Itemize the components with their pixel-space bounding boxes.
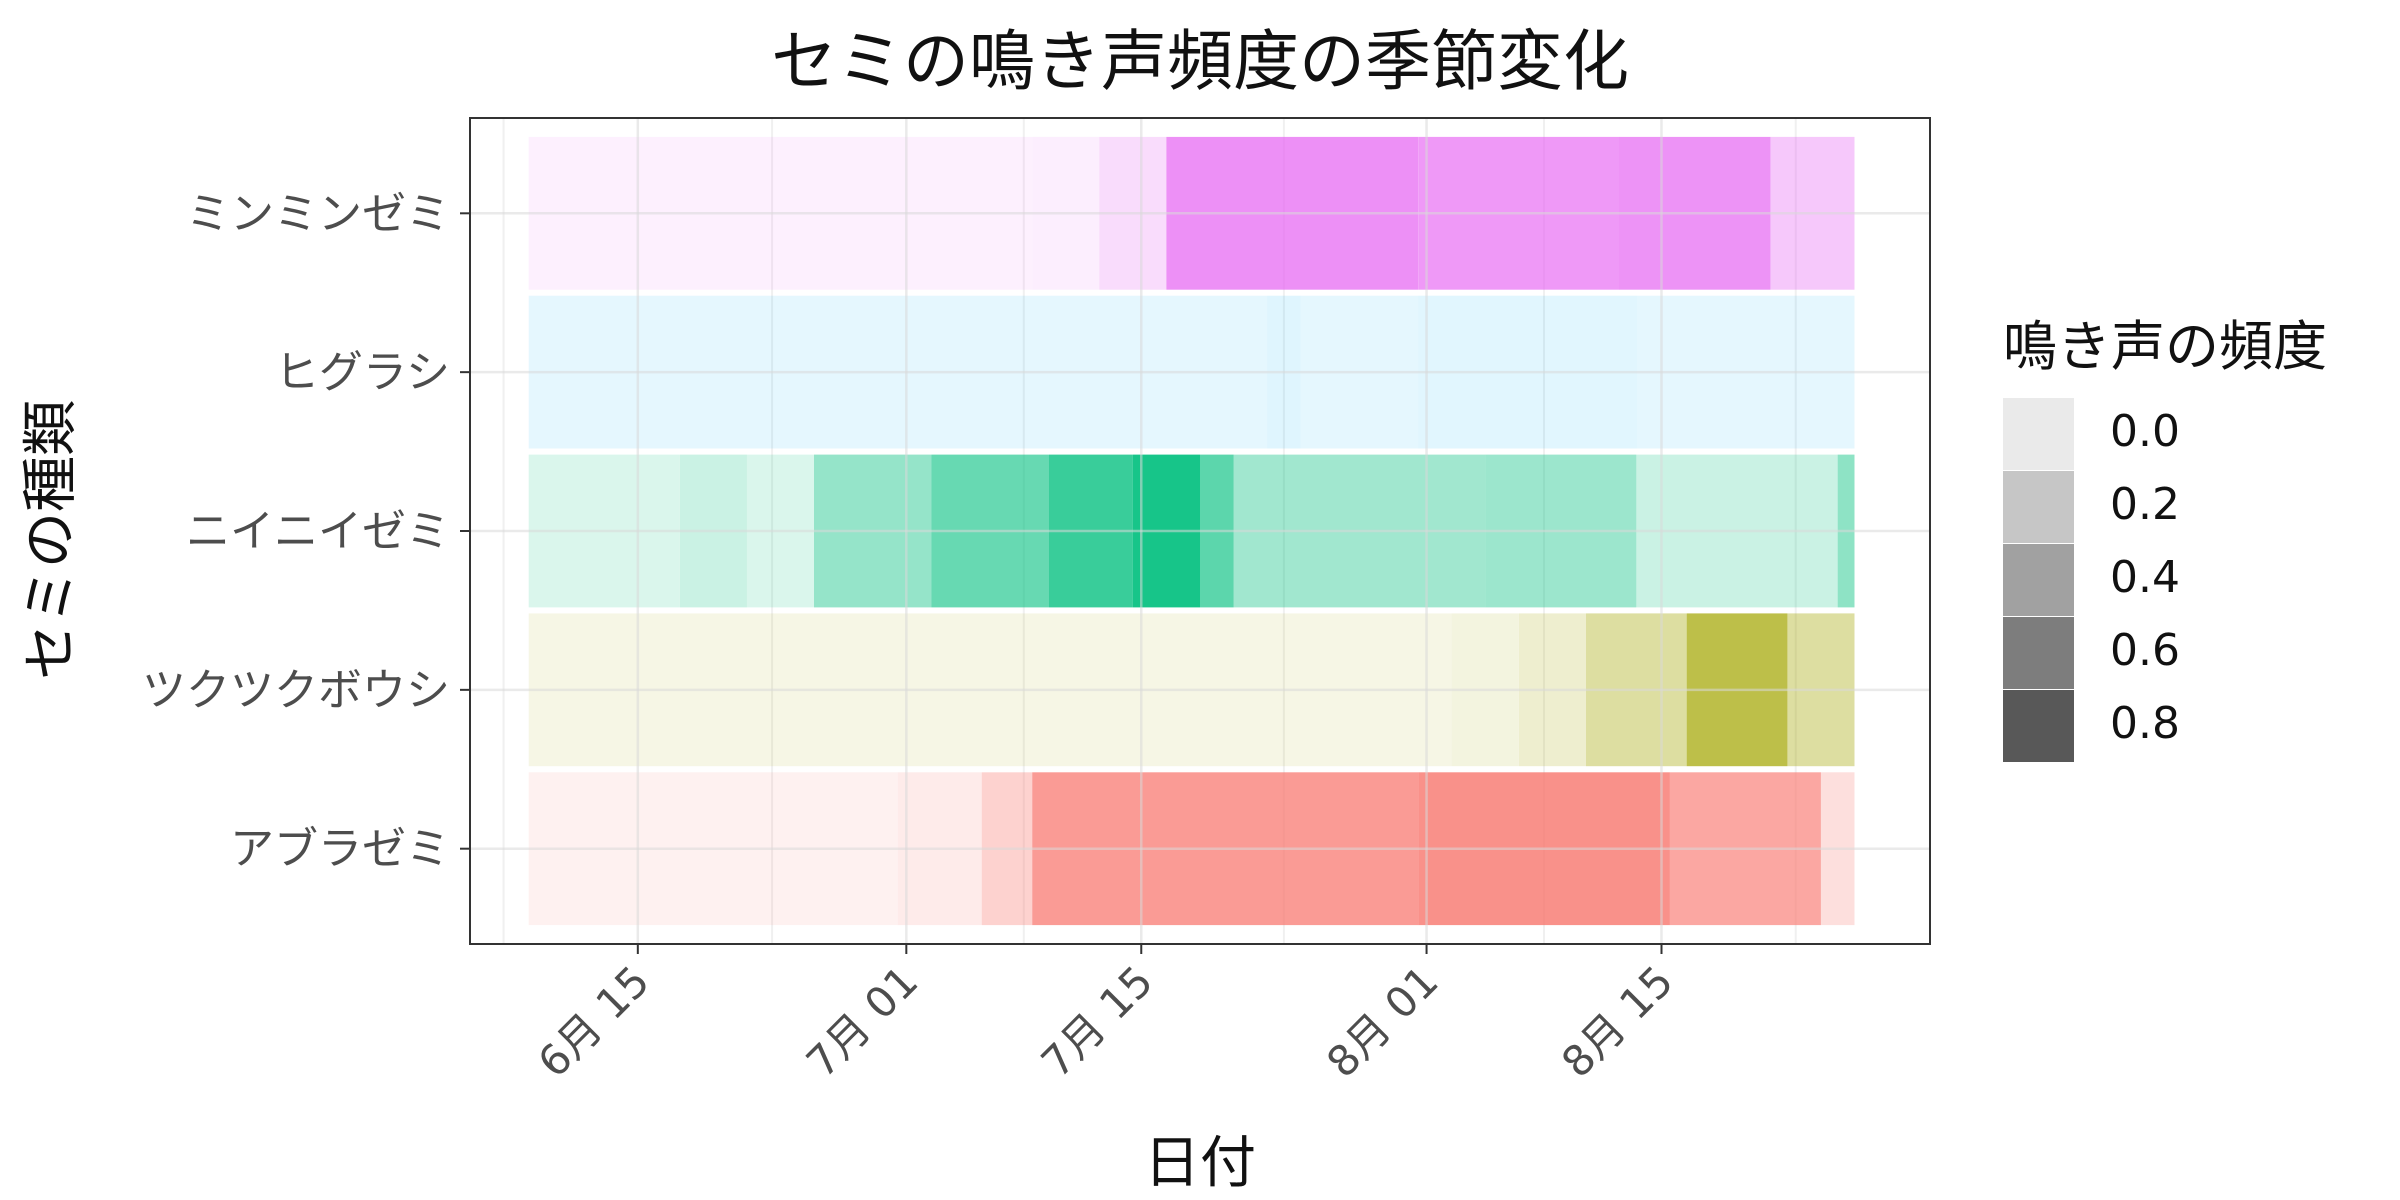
x-tick-label: 8月 01 xyxy=(1317,956,1447,1086)
y-tick-label: アブラゼミ xyxy=(230,824,450,875)
legend-label-2: 0.4 xyxy=(2110,552,2180,603)
legend-label-0: 0.0 xyxy=(2110,406,2180,457)
x-tick-label: 6月 15 xyxy=(528,956,658,1086)
legend-label-3: 0.6 xyxy=(2110,625,2180,676)
y-tick-label: ミンミンゼミ xyxy=(186,188,450,239)
legend-label-4: 0.8 xyxy=(2110,698,2180,749)
legend-key-bg xyxy=(2003,471,2074,544)
legend-key-bg xyxy=(2003,544,2074,617)
x-tick-label: 8月 15 xyxy=(1552,956,1682,1086)
x-axis-label: 日付 xyxy=(1144,1131,1256,1196)
x-tick-label: 7月 01 xyxy=(797,956,927,1086)
legend-swatch xyxy=(2003,690,2074,762)
y-tick-label: ニイニイゼミ xyxy=(186,506,450,557)
x-tick-label: 7月 15 xyxy=(1032,956,1162,1086)
legend-swatch xyxy=(2003,617,2074,689)
legend-key-bg xyxy=(2003,398,2074,471)
legend-swatch xyxy=(2003,544,2074,616)
chart-title: セミの鳴き声頻度の季節変化 xyxy=(771,23,1629,100)
y-tick-label: ヒグラシ xyxy=(275,347,450,398)
legend-label-1: 0.2 xyxy=(2110,479,2180,530)
legend-swatch xyxy=(2003,471,2074,543)
y-tick-label: ツクツクボウシ xyxy=(142,665,450,716)
legend-swatch xyxy=(2003,398,2074,470)
legend-title: 鳴き声の頻度 xyxy=(2003,315,2327,378)
